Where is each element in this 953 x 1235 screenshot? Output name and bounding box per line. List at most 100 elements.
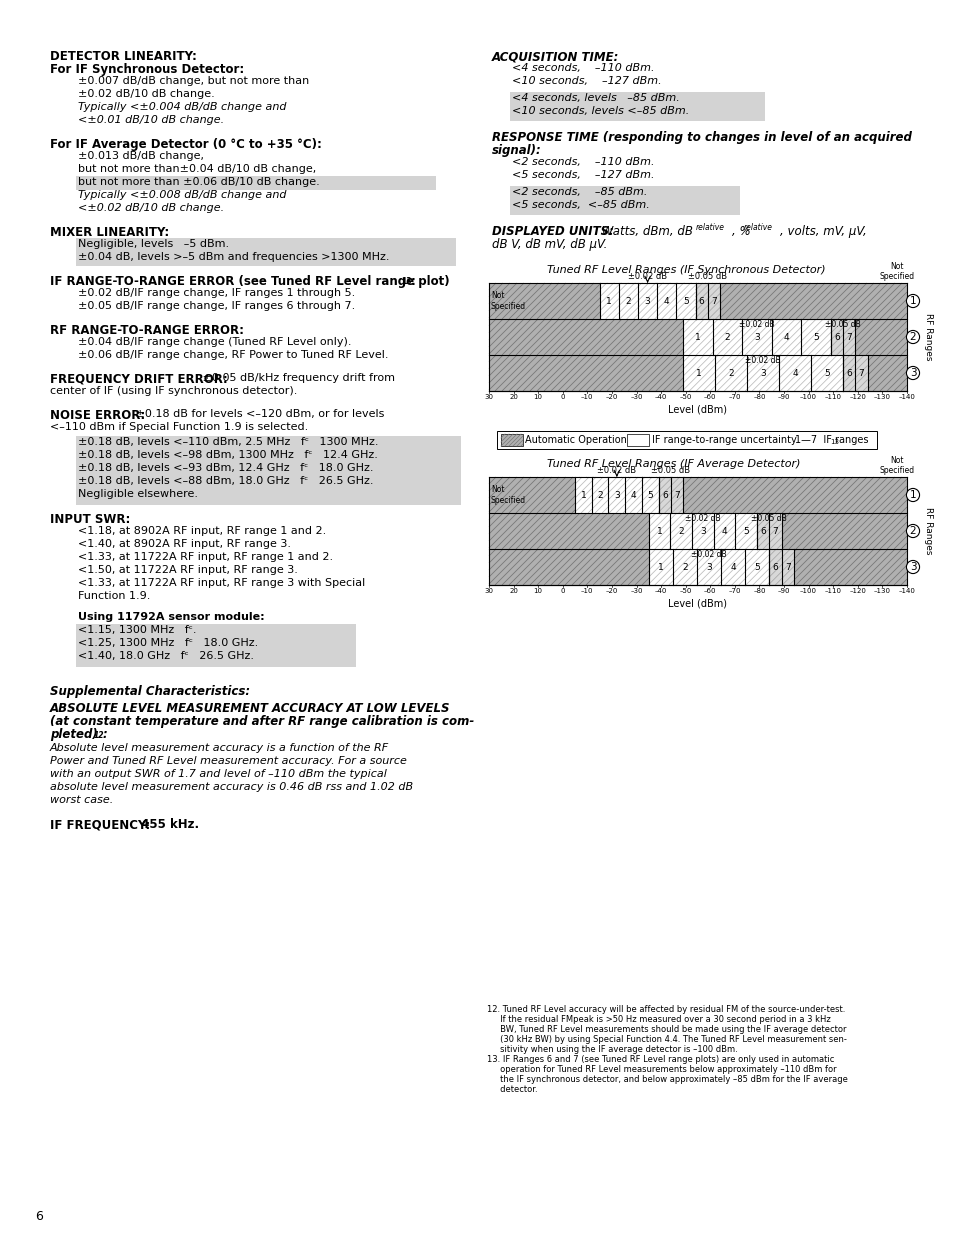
Text: –110: –110	[824, 394, 841, 400]
Text: with an output SWR of 1.7 and level of –110 dBm the typical: with an output SWR of 1.7 and level of –…	[50, 769, 387, 779]
Text: RESPONSE TIME (responding to changes in level of an acquired: RESPONSE TIME (responding to changes in …	[492, 131, 911, 144]
Text: 13. IF Ranges 6 and 7 (see Tuned RF Level range plots) are only used in automati: 13. IF Ranges 6 and 7 (see Tuned RF Leve…	[486, 1055, 834, 1065]
Text: –40: –40	[655, 588, 666, 594]
Text: –70: –70	[728, 588, 740, 594]
Text: Supplemental Characteristics:: Supplemental Characteristics:	[50, 685, 250, 698]
Text: –100: –100	[800, 588, 817, 594]
Text: If the residual FMpeak is >50 Hz measured over a 30 second period in a 3 kHz: If the residual FMpeak is >50 Hz measure…	[486, 1015, 830, 1024]
Text: 1: 1	[695, 332, 700, 342]
Text: 7: 7	[784, 562, 790, 572]
Text: –40: –40	[655, 394, 666, 400]
Text: center of IF (using IF synchronous detector).: center of IF (using IF synchronous detec…	[50, 387, 297, 396]
Text: ±0.02 dB: ±0.02 dB	[739, 320, 774, 329]
Text: Not
Specified: Not Specified	[879, 262, 914, 282]
Text: 10: 10	[533, 394, 542, 400]
Text: , volts, mV, μV,: , volts, mV, μV,	[780, 225, 866, 238]
Text: BW, Tuned RF Level measurements should be made using the IF average detector: BW, Tuned RF Level measurements should b…	[486, 1025, 845, 1034]
Text: 5: 5	[647, 490, 653, 499]
Text: ±0.18 dB, levels <–93 dBm, 12.4 GHz   fᶜ   18.0 GHz.: ±0.18 dB, levels <–93 dBm, 12.4 GHz fᶜ 1…	[78, 463, 374, 473]
Text: NOISE ERROR:: NOISE ERROR:	[50, 409, 145, 422]
Text: 20: 20	[509, 588, 517, 594]
Text: 2: 2	[625, 296, 631, 305]
Text: 1: 1	[580, 490, 586, 499]
Text: 5: 5	[682, 296, 688, 305]
Text: ABSOLUTE LEVEL MEASUREMENT ACCURACY AT LOW LEVELS: ABSOLUTE LEVEL MEASUREMENT ACCURACY AT L…	[50, 701, 450, 715]
Text: –70: –70	[728, 394, 740, 400]
Text: –20: –20	[605, 394, 618, 400]
Text: 1: 1	[656, 526, 661, 536]
Text: ±0.04 dB/IF range change (Tuned RF Level only).: ±0.04 dB/IF range change (Tuned RF Level…	[78, 337, 351, 347]
Text: but not more than ±0.06 dB/10 dB change.: but not more than ±0.06 dB/10 dB change.	[78, 177, 319, 186]
Text: <1.33, at 11722A RF input, RF range 1 and 2.: <1.33, at 11722A RF input, RF range 1 an…	[78, 552, 333, 562]
Text: Not
Specified: Not Specified	[491, 291, 525, 311]
Text: 7: 7	[772, 526, 778, 536]
Text: ±0.18 dB, levels <–98 dBm, 1300 MHz   fᶜ   12.4 GHz.: ±0.18 dB, levels <–98 dBm, 1300 MHz fᶜ 1…	[78, 450, 377, 459]
Text: <2 seconds,    –110 dBm.: <2 seconds, –110 dBm.	[512, 157, 654, 167]
Text: 5: 5	[823, 368, 829, 378]
Text: For IF Average Detector (0 °C to +35 °C):: For IF Average Detector (0 °C to +35 °C)…	[50, 138, 321, 151]
Text: Absolute level measurement accuracy is a function of the RF: Absolute level measurement accuracy is a…	[50, 743, 389, 753]
Text: –120: –120	[848, 394, 865, 400]
Bar	[76, 436, 460, 505]
Text: 12. Tuned RF Level accuracy will be affected by residual FM of the source-under-: 12. Tuned RF Level accuracy will be affe…	[486, 1005, 844, 1014]
Text: 0: 0	[560, 394, 564, 400]
Text: ±0.18 dB, levels <–88 dBm, 18.0 GHz   fᶜ   26.5 GHz.: ±0.18 dB, levels <–88 dBm, 18.0 GHz fᶜ 2…	[78, 475, 374, 487]
Text: pleted): pleted)	[50, 727, 97, 741]
Text: 1: 1	[696, 368, 701, 378]
Text: 6: 6	[699, 296, 704, 305]
Text: ±0.02 dB/IF range change, IF ranges 1 through 5.: ±0.02 dB/IF range change, IF ranges 1 th…	[78, 288, 355, 298]
Text: Typically <±0.008 dB/dB change and: Typically <±0.008 dB/dB change and	[78, 190, 286, 200]
Bar	[489, 550, 906, 585]
Text: IF FREQUENCY:: IF FREQUENCY:	[50, 818, 150, 831]
Bar	[768, 550, 793, 585]
Text: 5: 5	[812, 332, 818, 342]
Bar	[489, 354, 906, 391]
Text: –90: –90	[777, 394, 789, 400]
Bar	[648, 550, 768, 585]
Bar	[695, 283, 720, 319]
Text: <1.40, 18.0 GHz   fᶜ   26.5 GHz.: <1.40, 18.0 GHz fᶜ 26.5 GHz.	[78, 651, 253, 661]
Text: Automatic Operation: Automatic Operation	[524, 435, 626, 445]
Bar	[489, 283, 906, 319]
Text: –10: –10	[580, 394, 593, 400]
Text: –10: –10	[580, 588, 593, 594]
Text: 4: 4	[630, 490, 636, 499]
Bar	[682, 319, 830, 354]
Text: 3: 3	[705, 562, 711, 572]
Text: –130: –130	[873, 588, 890, 594]
Text: 5: 5	[742, 526, 748, 536]
Bar	[648, 513, 757, 550]
Text: 2: 2	[909, 332, 915, 342]
Text: –130: –130	[873, 394, 890, 400]
Text: 2: 2	[728, 368, 733, 378]
Text: ±0.18 dB for levels <–120 dBm, or for levels: ±0.18 dB for levels <–120 dBm, or for le…	[132, 409, 384, 419]
Text: 4: 4	[782, 332, 788, 342]
Text: 3: 3	[753, 332, 760, 342]
Text: <5 seconds,    –127 dBm.: <5 seconds, –127 dBm.	[512, 170, 654, 180]
Text: ±0.05 dB/kHz frequency drift from: ±0.05 dB/kHz frequency drift from	[199, 373, 395, 383]
Text: Level (dBm): Level (dBm)	[668, 599, 727, 609]
Text: <10 seconds, levels <–85 dBm.: <10 seconds, levels <–85 dBm.	[512, 106, 688, 116]
Text: relative: relative	[696, 224, 724, 232]
Text: :: :	[411, 275, 416, 288]
Text: :: :	[103, 727, 108, 741]
Text: –100: –100	[800, 394, 817, 400]
Bar	[510, 91, 764, 121]
Text: <1.50, at 11722A RF input, RF range 3.: <1.50, at 11722A RF input, RF range 3.	[78, 564, 297, 576]
Text: ±0.02 dB: ±0.02 dB	[597, 466, 636, 475]
Text: (30 kHz BW) by using Special Function 4.4. The Tuned RF Level measurement sen-: (30 kHz BW) by using Special Function 4.…	[486, 1035, 846, 1044]
Text: –140: –140	[898, 588, 915, 594]
Text: <±0.02 dB/10 dB change.: <±0.02 dB/10 dB change.	[78, 203, 224, 212]
Text: dB V, dB mV, dB μV.: dB V, dB mV, dB μV.	[492, 238, 607, 251]
Text: sitivity when using the IF average detector is –100 dBm.: sitivity when using the IF average detec…	[486, 1045, 737, 1053]
Text: 4: 4	[721, 526, 726, 536]
Text: 13: 13	[829, 438, 838, 445]
Text: <5 seconds,  <–85 dBm.: <5 seconds, <–85 dBm.	[512, 200, 649, 210]
Text: RF RANGE-TO-RANGE ERROR:: RF RANGE-TO-RANGE ERROR:	[50, 324, 244, 337]
Text: 30: 30	[484, 394, 493, 400]
Text: 1: 1	[909, 490, 915, 500]
Text: <10 seconds,    –127 dBm.: <10 seconds, –127 dBm.	[512, 77, 661, 86]
Text: ±0.05 dB: ±0.05 dB	[751, 514, 786, 522]
Text: –60: –60	[703, 394, 716, 400]
Text: 6: 6	[772, 562, 778, 572]
